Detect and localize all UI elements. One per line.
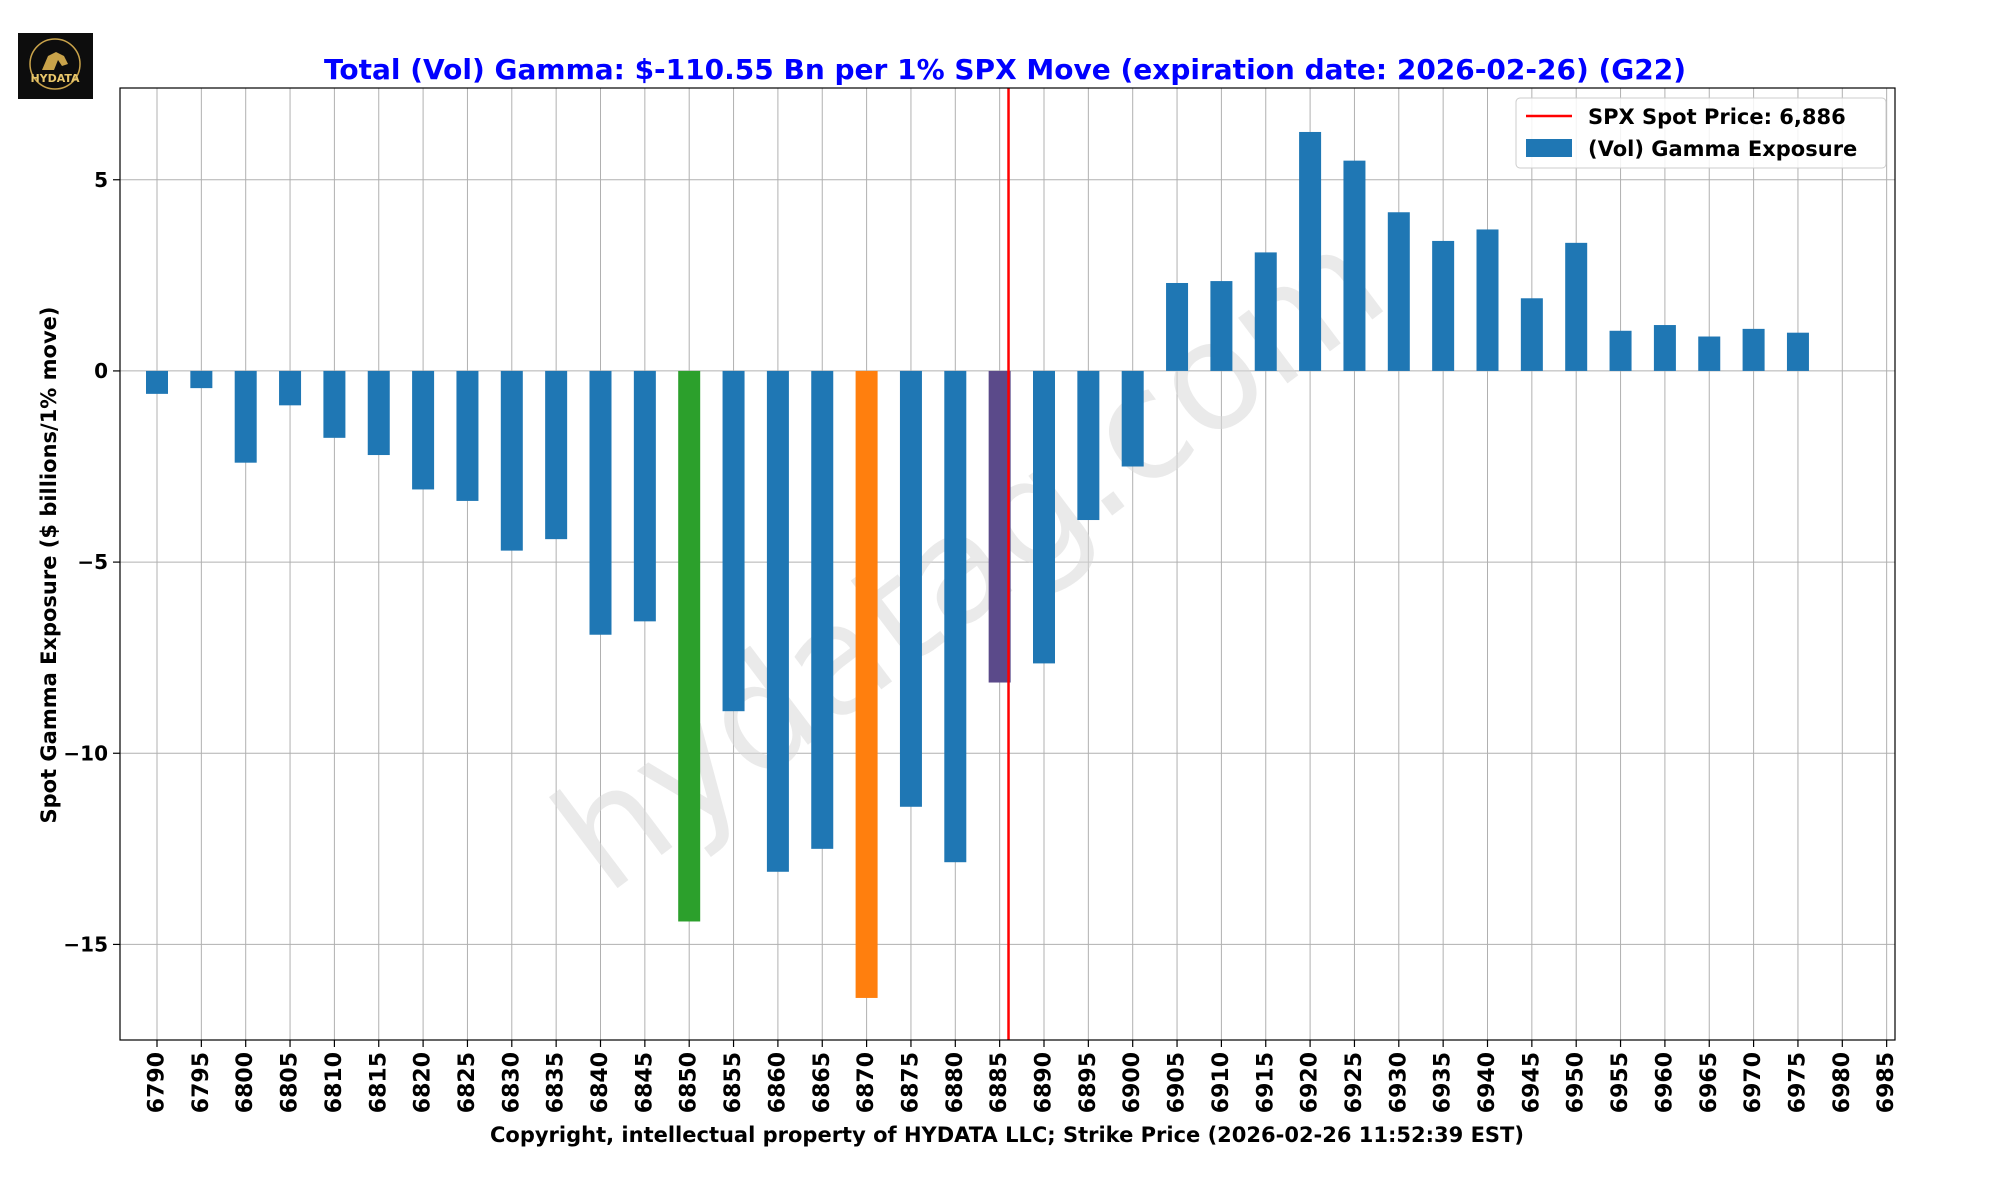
x-tick-label: 6830 [499,1052,524,1113]
x-tick-label: 6835 [544,1052,569,1113]
x-tick-label: 6905 [1165,1052,1190,1113]
x-tick-label: 6970 [1741,1052,1766,1113]
y-axis-ticks: 5 0 −5 −10 −15 [63,168,120,956]
x-tick-label: 6870 [854,1052,879,1113]
bar-6935 [1432,240,1455,371]
bar-6960 [1653,325,1676,371]
bar-6925 [1343,160,1366,371]
x-tick-label: 6860 [765,1052,790,1113]
bar-6950 [1565,242,1588,371]
bar-6890 [1033,370,1055,664]
x-tick-label: 6985 [1874,1052,1899,1113]
x-tick-label: 6885 [987,1052,1012,1113]
x-tick-label: 6935 [1431,1052,1456,1113]
bar-6845 [633,370,656,622]
watermark: hydatag.com [524,193,1415,925]
chart-title: Total (Vol) Gamma: $-110.55 Bn per 1% SP… [324,53,1686,86]
bar-6850 [678,370,701,922]
logo-text: HYDATA [30,72,80,85]
bar-6930 [1387,212,1410,371]
x-axis-ticks: 6790 6795 6800 6805 6810 6815 6820 6825 6830 6835… [145,1040,1899,1113]
legend-bar-swatch [1526,139,1572,157]
bar-6880 [944,370,967,863]
x-tick-label: 6805 [278,1052,303,1113]
y-tick-label: 0 [94,359,108,383]
x-tick-label: 6945 [1519,1052,1544,1113]
x-tick-label: 6880 [943,1052,968,1113]
bar-6945 [1520,298,1543,371]
x-tick-label: 6895 [1076,1052,1101,1113]
bar-6825 [456,370,479,501]
x-tick-label: 6795 [189,1052,214,1113]
x-tick-label: 6845 [632,1052,657,1113]
y-tick-label: −5 [77,550,108,574]
x-tick-label: 6900 [1120,1052,1145,1113]
bar-6815 [367,370,390,456]
x-tick-label: 6940 [1475,1052,1500,1113]
bar-6955 [1609,330,1632,371]
x-tick-label: 6915 [1253,1052,1278,1113]
bars [146,131,1809,998]
x-axis-label: Copyright, intellectual property of HYDA… [490,1123,1524,1147]
bar-6835 [545,370,568,540]
bar-6875 [899,370,922,807]
x-tick-label: 6855 [721,1052,746,1113]
x-tick-label: 6850 [677,1052,702,1113]
x-tick-label: 6960 [1652,1052,1677,1113]
x-tick-label: 6890 [1032,1052,1057,1113]
bar-6970 [1742,328,1765,371]
x-tick-label: 6920 [1298,1052,1323,1113]
bar-6900 [1121,370,1144,467]
x-tick-label: 6825 [455,1052,480,1113]
legend: SPX Spot Price: 6,886 (Vol) Gamma Exposu… [1515,97,1887,169]
bar-6805 [279,370,302,406]
bar-6800 [234,370,257,463]
bar-6830 [500,370,523,551]
x-tick-label: 6840 [588,1052,613,1113]
bar-6895 [1077,370,1100,521]
x-tick-label: 6815 [366,1052,391,1113]
bar-6940 [1476,229,1499,371]
x-tick-label: 6955 [1608,1052,1633,1113]
x-tick-label: 6925 [1342,1052,1367,1113]
x-tick-label: 6950 [1564,1052,1589,1113]
bar-6865 [811,370,834,849]
x-tick-label: 6875 [898,1052,923,1113]
bar-6870 [855,370,878,998]
bar-6855 [722,370,745,712]
bar-6810 [323,370,346,438]
bar-6820 [412,370,435,490]
legend-bar-label: (Vol) Gamma Exposure [1588,137,1857,161]
plot-frame [119,87,1896,1041]
x-tick-label: 6865 [810,1052,835,1113]
x-tick-label: 6790 [145,1052,170,1113]
y-axis-label: Spot Gamma Exposure ($ billions/1% move) [37,307,61,824]
x-tick-label: 6910 [1209,1052,1234,1113]
bar-6790 [146,370,168,394]
bar-6915 [1254,252,1277,371]
x-tick-label: 6975 [1785,1052,1810,1113]
bar-6975 [1786,332,1809,371]
bar-6910 [1210,281,1233,371]
x-tick-label: 6800 [233,1052,258,1113]
bar-6860 [766,370,789,872]
bar-6795 [190,370,213,389]
bar-6965 [1698,336,1721,371]
legend-spot-label: SPX Spot Price: 6,886 [1588,105,1846,129]
y-tick-label: −15 [63,932,108,956]
bar-6885 [988,370,1011,683]
x-tick-label: 6810 [322,1052,347,1113]
y-tick-label: −10 [63,741,108,765]
bar-6920 [1299,131,1322,371]
x-tick-label: 6980 [1830,1052,1855,1113]
x-tick-label: 6820 [411,1052,436,1113]
y-tick-label: 5 [94,168,108,192]
hydata-logo: HYDATA [18,33,93,99]
x-tick-label: 6930 [1386,1052,1411,1113]
x-tick-label: 6965 [1697,1052,1722,1113]
bar-6840 [589,370,612,635]
bar-6905 [1166,282,1189,371]
